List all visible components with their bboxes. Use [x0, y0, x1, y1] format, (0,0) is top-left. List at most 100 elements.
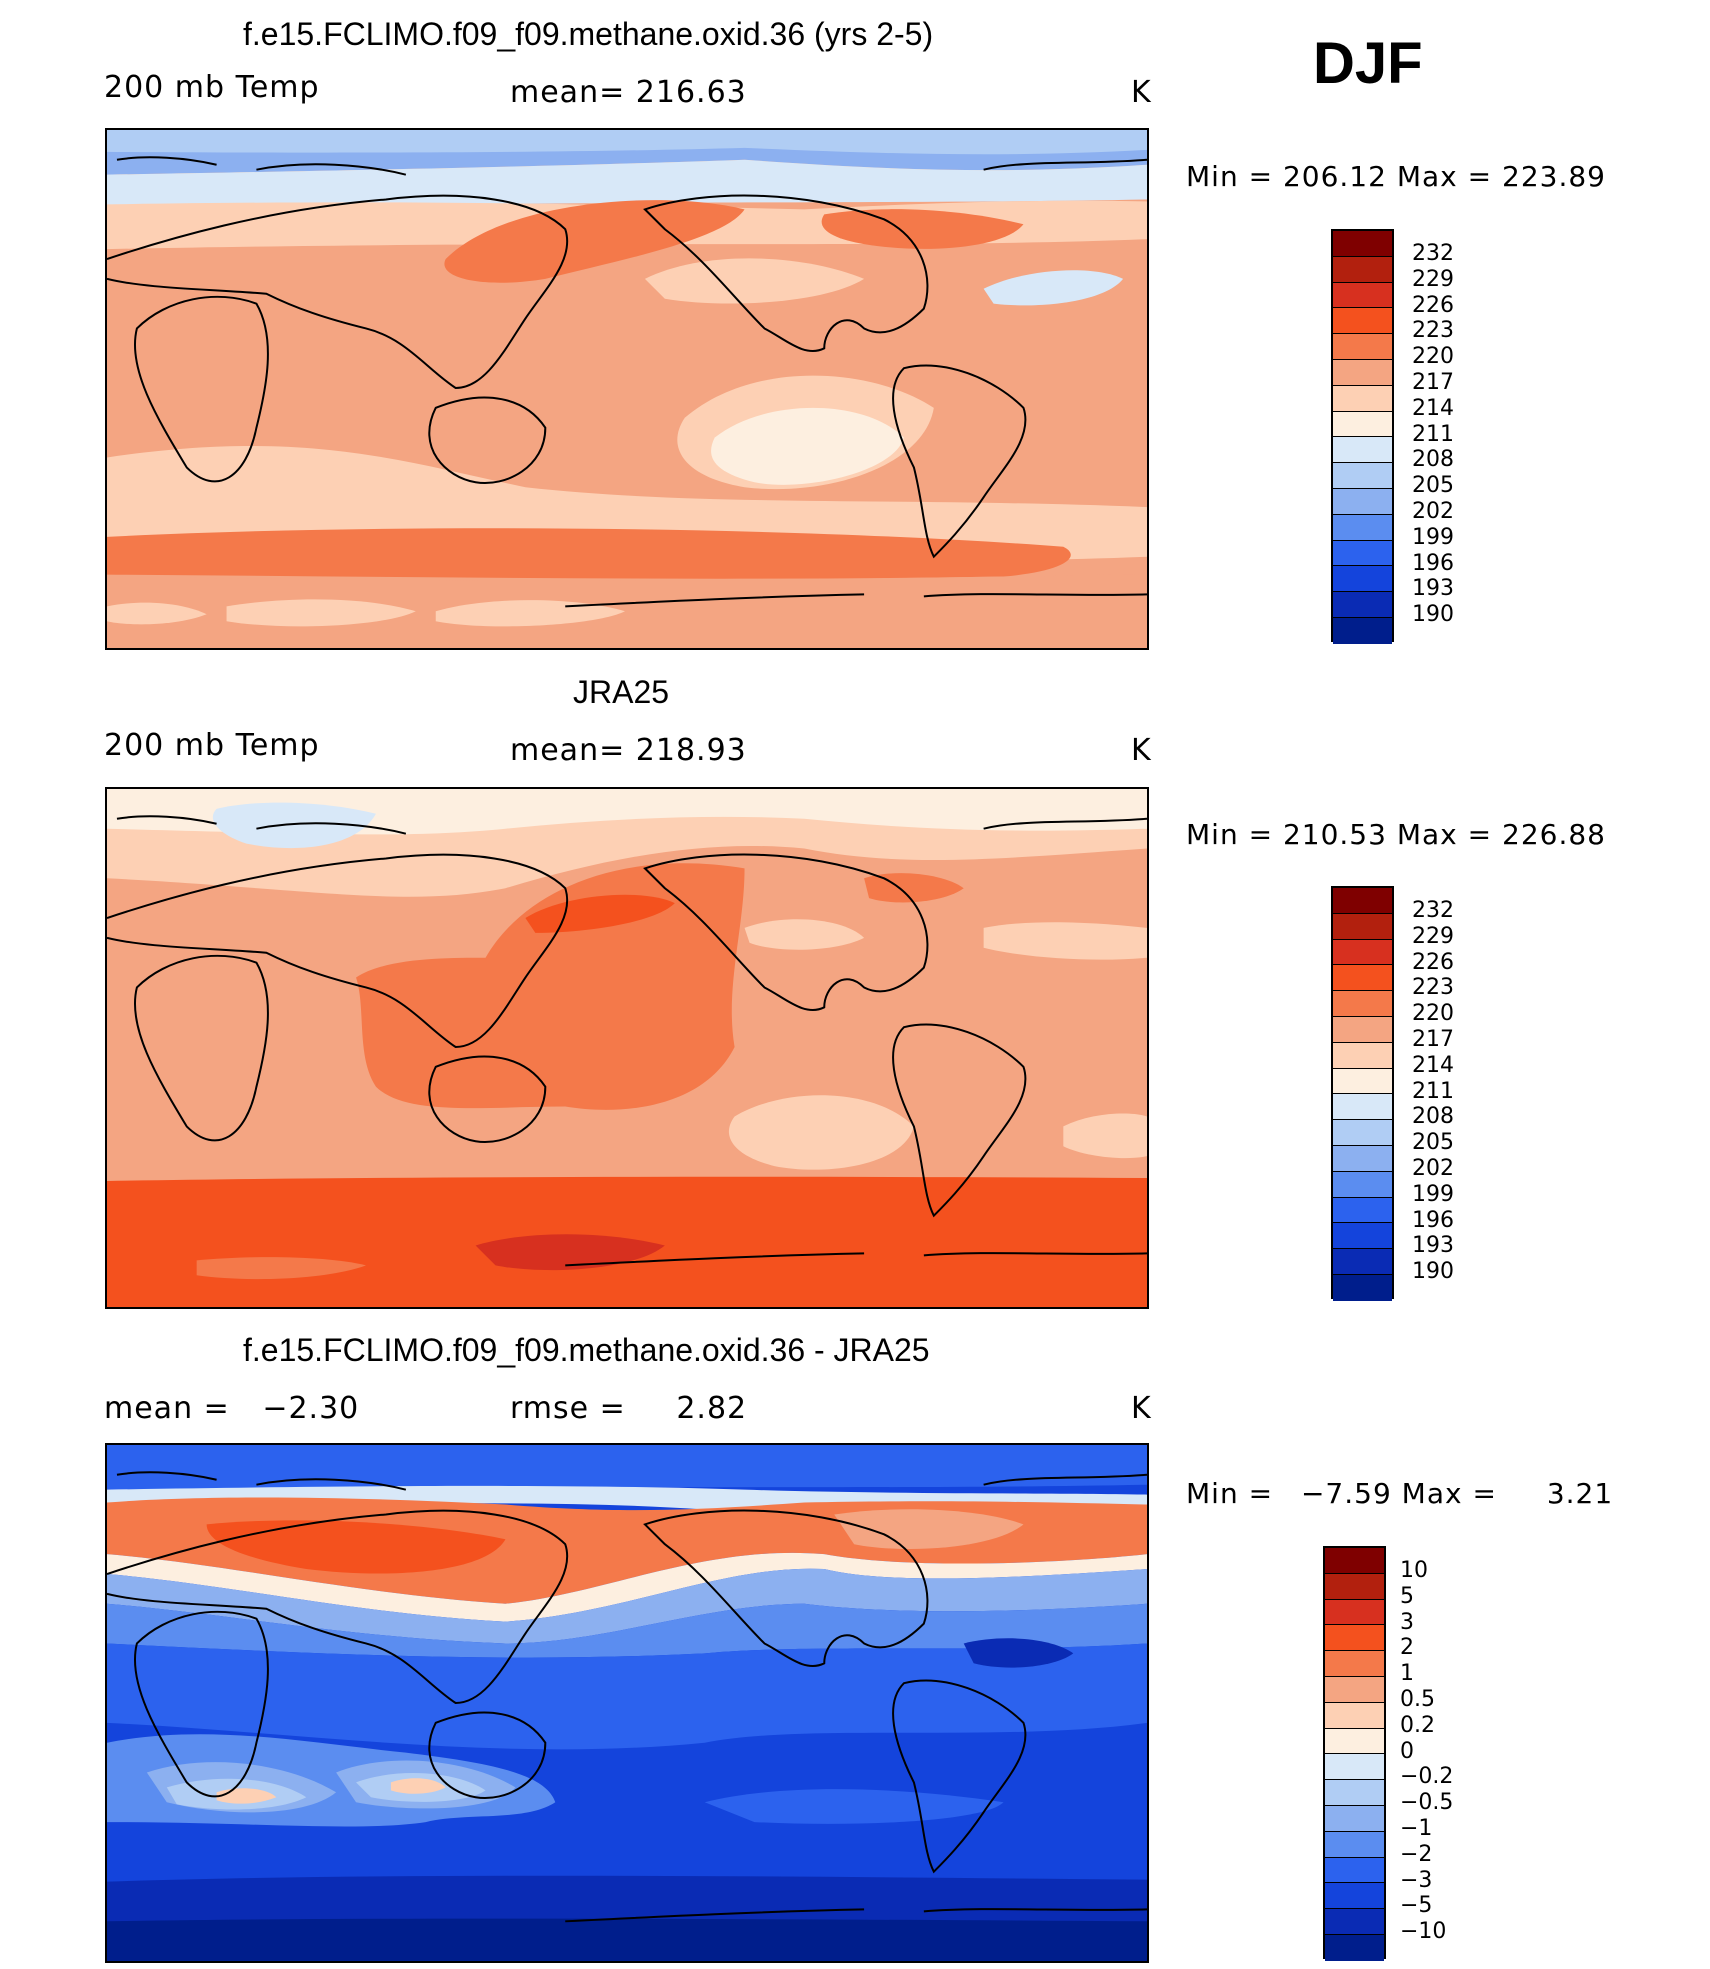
panel2-minmax: Min = 210.53 Max = 226.88	[1186, 818, 1606, 851]
panel1-cb-swatch	[1333, 592, 1392, 618]
panel2-cb-swatch	[1333, 939, 1392, 966]
panel3-cb-swatch	[1325, 1651, 1384, 1677]
panel2-cb-swatch	[1333, 1274, 1392, 1301]
panel3-cb-swatch	[1325, 1909, 1384, 1935]
panel3-cb-swatch	[1325, 1599, 1384, 1626]
panel3-cb-label: −5	[1400, 1893, 1433, 1919]
panel3-cb-swatch	[1325, 1573, 1384, 1600]
panel1-cb-swatch	[1333, 385, 1392, 412]
panel2-cb-label: 214	[1412, 1052, 1454, 1078]
panel2-cb-swatch	[1333, 1171, 1392, 1198]
panel2-cb-label: 217	[1412, 1027, 1454, 1052]
panel1-cb-label: 199	[1412, 524, 1454, 550]
panel1-cb-label: 190	[1412, 602, 1454, 628]
panel1-cb-label: 232	[1412, 241, 1454, 266]
panel1-map	[105, 128, 1149, 650]
panel3-mean: mean = −2.30	[104, 1391, 359, 1426]
panel2-cb-label: 211	[1412, 1078, 1454, 1104]
panel3-cb-label: −2	[1400, 1841, 1433, 1867]
panel1-mean-label: mean=	[510, 75, 626, 110]
panel1-variable: 200 mb Temp	[104, 70, 320, 105]
panel2-cb-label: 232	[1412, 898, 1454, 923]
panel2-cb-label: 226	[1412, 949, 1454, 975]
panel1-cb-label: 226	[1412, 292, 1454, 318]
panel1-cb-label: 223	[1412, 318, 1454, 344]
panel3-cb-swatch	[1325, 1857, 1384, 1884]
panel2-cb-swatch	[1333, 1197, 1392, 1224]
panel3-minmax: Min = −7.59 Max = 3.21	[1186, 1477, 1614, 1510]
panel3-cb-swatch	[1325, 1676, 1384, 1703]
panel3-rmse: rmse = 2.82	[510, 1391, 747, 1426]
panel2-variable: 200 mb Temp	[104, 728, 320, 763]
panel3-cb-swatch	[1325, 1754, 1384, 1781]
panel2-cb-label: 196	[1412, 1207, 1454, 1233]
panel1-cb-swatch	[1333, 514, 1392, 541]
panel2-cb-swatch	[1333, 1120, 1392, 1146]
panel1-cb-label: 211	[1412, 421, 1454, 447]
panel1-cb-label: 208	[1412, 447, 1454, 473]
panel3-cb-label: 0.2	[1400, 1712, 1435, 1738]
panel1-mean-value: 216.63	[635, 75, 747, 110]
panel2-cb-swatch	[1333, 888, 1392, 914]
panel3-min-value: −7.59	[1300, 1477, 1392, 1510]
panel2-mean-label: mean=	[510, 733, 626, 768]
panel2-colorbar	[1331, 886, 1394, 1301]
panel2-cb-swatch	[1333, 1249, 1392, 1275]
panel2-min-label: Min	[1186, 818, 1239, 851]
panel3-max-label: Max	[1401, 1477, 1463, 1510]
panel3-title: f.e15.FCLIMO.f09_f09.methane.oxid.36 - J…	[243, 1332, 930, 1368]
panel3-cb-swatch	[1325, 1702, 1384, 1729]
panel1-cb-label: 229	[1412, 266, 1454, 292]
panel1-min-value: 206.12	[1282, 160, 1387, 193]
panel3-cb-label: −3	[1400, 1867, 1433, 1893]
panel2-cb-swatch	[1333, 913, 1392, 940]
panel3-cb-label: 1	[1400, 1661, 1414, 1687]
panel3-cb-label: −0.2	[1400, 1764, 1454, 1790]
panel1-max-label: Max	[1396, 160, 1458, 193]
panel3-cb-swatch	[1325, 1625, 1384, 1652]
panel3-cb-swatch	[1325, 1548, 1384, 1574]
panel3-cb-label: 2	[1400, 1635, 1414, 1661]
panel2-cb-label: 199	[1412, 1181, 1454, 1207]
panel3-cb-label: 10	[1400, 1558, 1428, 1583]
panel1-cb-swatch	[1333, 256, 1392, 283]
panel2-cb-label: 223	[1412, 975, 1454, 1001]
panel1-mean: mean= 216.63	[510, 75, 747, 110]
panel2-mean-value: 218.93	[635, 733, 747, 768]
panel1-cb-label: 196	[1412, 550, 1454, 576]
panel1-title: f.e15.FCLIMO.f09_f09.methane.oxid.36 (yr…	[243, 16, 934, 52]
panel2-cb-swatch	[1333, 1016, 1392, 1043]
panel2-cb-swatch	[1333, 991, 1392, 1017]
panel1-colorbar	[1331, 229, 1394, 644]
panel1-units: K	[1131, 75, 1152, 110]
panel3-cb-swatch	[1325, 1831, 1384, 1858]
panel3-cb-label: 5	[1400, 1583, 1414, 1609]
panel2-cb-swatch	[1333, 1068, 1392, 1095]
panel2-cb-swatch	[1333, 1042, 1392, 1069]
panel2-cb-label: 205	[1412, 1130, 1454, 1156]
panel1-min-label: Min	[1186, 160, 1239, 193]
panel1-cb-swatch	[1333, 463, 1392, 489]
panel1-cb-swatch	[1333, 437, 1392, 464]
panel1-minmax: Min = 206.12 Max = 223.89	[1186, 160, 1606, 193]
panel1-cb-swatch	[1333, 540, 1392, 567]
panel3-cb-label: 3	[1400, 1609, 1414, 1635]
panel2-cb-label: 202	[1412, 1156, 1454, 1181]
panel3-cb-swatch	[1325, 1728, 1384, 1755]
panel3-cb-swatch	[1325, 1934, 1384, 1961]
panel2-cb-swatch	[1333, 1223, 1392, 1250]
panel1-cb-swatch	[1333, 334, 1392, 360]
panel2-cb-label: 193	[1412, 1233, 1454, 1259]
panel3-cb-label: 0	[1400, 1738, 1414, 1764]
panel3-field	[107, 1445, 1147, 1961]
panel3-max-value: 3.21	[1546, 1477, 1614, 1510]
panel3-rmse-label: rmse =	[510, 1391, 626, 1426]
panel3-cb-label: 0.5	[1400, 1687, 1435, 1712]
panel2-map	[105, 787, 1149, 1309]
panel1-cb-swatch	[1333, 308, 1392, 335]
panel3-cb-swatch	[1325, 1805, 1384, 1832]
panel1-cb-label: 202	[1412, 499, 1454, 524]
panel1-max-value: 223.89	[1502, 160, 1606, 193]
panel2-cb-swatch	[1333, 1094, 1392, 1121]
panel1-cb-label: 193	[1412, 576, 1454, 602]
